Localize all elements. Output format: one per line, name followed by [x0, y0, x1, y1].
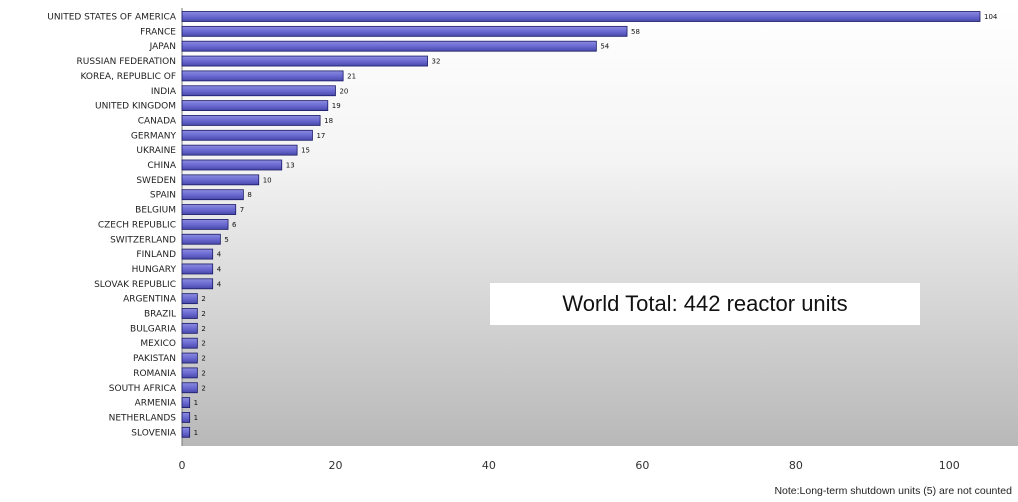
bar [181, 85, 336, 97]
category-label: GERMANY [131, 131, 177, 141]
category-label: BULGARIA [130, 324, 177, 334]
category-label: ROMANIA [133, 369, 177, 379]
bar [181, 412, 191, 423]
bar [181, 129, 313, 141]
category-label: ARMENIA [135, 399, 177, 409]
value-label: 6 [232, 221, 237, 229]
value-label: 21 [347, 72, 356, 80]
value-label: 2 [201, 325, 205, 333]
category-label: KOREA, REPUBLIC OF [80, 72, 176, 82]
value-label: 58 [631, 28, 640, 36]
value-label: 2 [201, 295, 205, 303]
bar [181, 278, 214, 290]
value-label: 7 [240, 206, 244, 214]
category-label: SOUTH AFRICA [109, 384, 177, 394]
value-label: 2 [201, 340, 205, 348]
category-label: UNITED STATES OF AMERICA [47, 13, 177, 23]
x-tick-label: 20 [328, 459, 342, 472]
value-label: 8 [247, 191, 251, 199]
bar [181, 55, 428, 67]
value-label: 20 [339, 87, 348, 95]
bar [181, 159, 283, 171]
category-label: PAKISTAN [133, 354, 176, 364]
bar [181, 293, 198, 305]
bar [181, 40, 597, 52]
bar [181, 322, 198, 334]
value-label: 15 [301, 147, 310, 155]
bar [181, 233, 221, 245]
bar [181, 189, 244, 201]
bar [181, 115, 321, 126]
category-label: UNITED KINGDOM [95, 102, 176, 112]
category-label: SLOVENIA [131, 428, 177, 438]
value-label: 54 [600, 43, 609, 51]
bar [181, 367, 198, 379]
value-label: 4 [217, 251, 222, 259]
x-tick-label: 0 [179, 459, 186, 472]
value-label: 1 [194, 429, 198, 437]
bar [181, 204, 237, 215]
category-label: SWITZERLAND [110, 235, 176, 245]
category-label: SLOVAK REPUBLIC [94, 280, 176, 290]
value-label: 19 [332, 102, 341, 110]
category-label: CZECH REPUBLIC [98, 220, 176, 230]
x-tick-label: 40 [482, 459, 496, 472]
category-label: RUSSIAN FEDERATION [77, 57, 176, 67]
value-label: 2 [201, 369, 205, 377]
bar [181, 337, 198, 349]
value-label: 4 [217, 280, 222, 288]
category-label: JAPAN [149, 42, 176, 52]
bar [181, 174, 260, 186]
value-label: 18 [324, 117, 333, 125]
value-label: 5 [224, 236, 228, 244]
bar [181, 144, 298, 156]
category-label: ARGENTINA [123, 295, 177, 305]
value-label: 10 [263, 176, 272, 184]
bar [181, 397, 191, 409]
category-label: FINLAND [136, 250, 176, 260]
value-label: 2 [201, 355, 205, 363]
value-label: 1 [194, 414, 198, 422]
bar [181, 263, 214, 275]
category-label: CHINA [147, 161, 176, 171]
category-label: HUNGARY [132, 265, 177, 275]
value-label: 32 [432, 58, 441, 66]
bar [181, 11, 981, 22]
world-total-annotation: World Total: 442 reactor units [490, 283, 920, 325]
x-tick-label: 100 [939, 459, 960, 472]
value-label: 2 [201, 310, 205, 318]
bar [181, 100, 329, 111]
bar [181, 308, 198, 319]
bar [181, 218, 229, 230]
category-label: INDIA [151, 87, 177, 97]
category-label: MEXICO [140, 339, 176, 349]
category-label: BRAZIL [144, 310, 176, 320]
category-label: SWEDEN [136, 176, 176, 186]
category-label: BELGIUM [135, 206, 176, 216]
category-label: UKRAINE [136, 146, 176, 156]
category-label: CANADA [138, 116, 177, 126]
bar [181, 352, 198, 364]
x-tick-label: 60 [635, 459, 649, 472]
category-label: FRANCE [140, 27, 176, 37]
bar [181, 426, 191, 438]
category-label: NETHERLANDS [109, 413, 177, 423]
value-label: 2 [201, 384, 205, 392]
value-label: 13 [286, 162, 295, 170]
value-label: 104 [984, 13, 998, 21]
bar [181, 248, 214, 260]
footnote: Note:Long-term shutdown units (5) are no… [774, 485, 1012, 497]
value-label: 4 [217, 265, 222, 273]
value-label: 17 [316, 132, 325, 140]
bar [181, 25, 628, 37]
x-tick-label: 80 [789, 459, 803, 472]
category-label: SPAIN [150, 191, 176, 201]
bar [181, 70, 344, 82]
value-label: 1 [194, 399, 198, 407]
bar [181, 382, 198, 394]
